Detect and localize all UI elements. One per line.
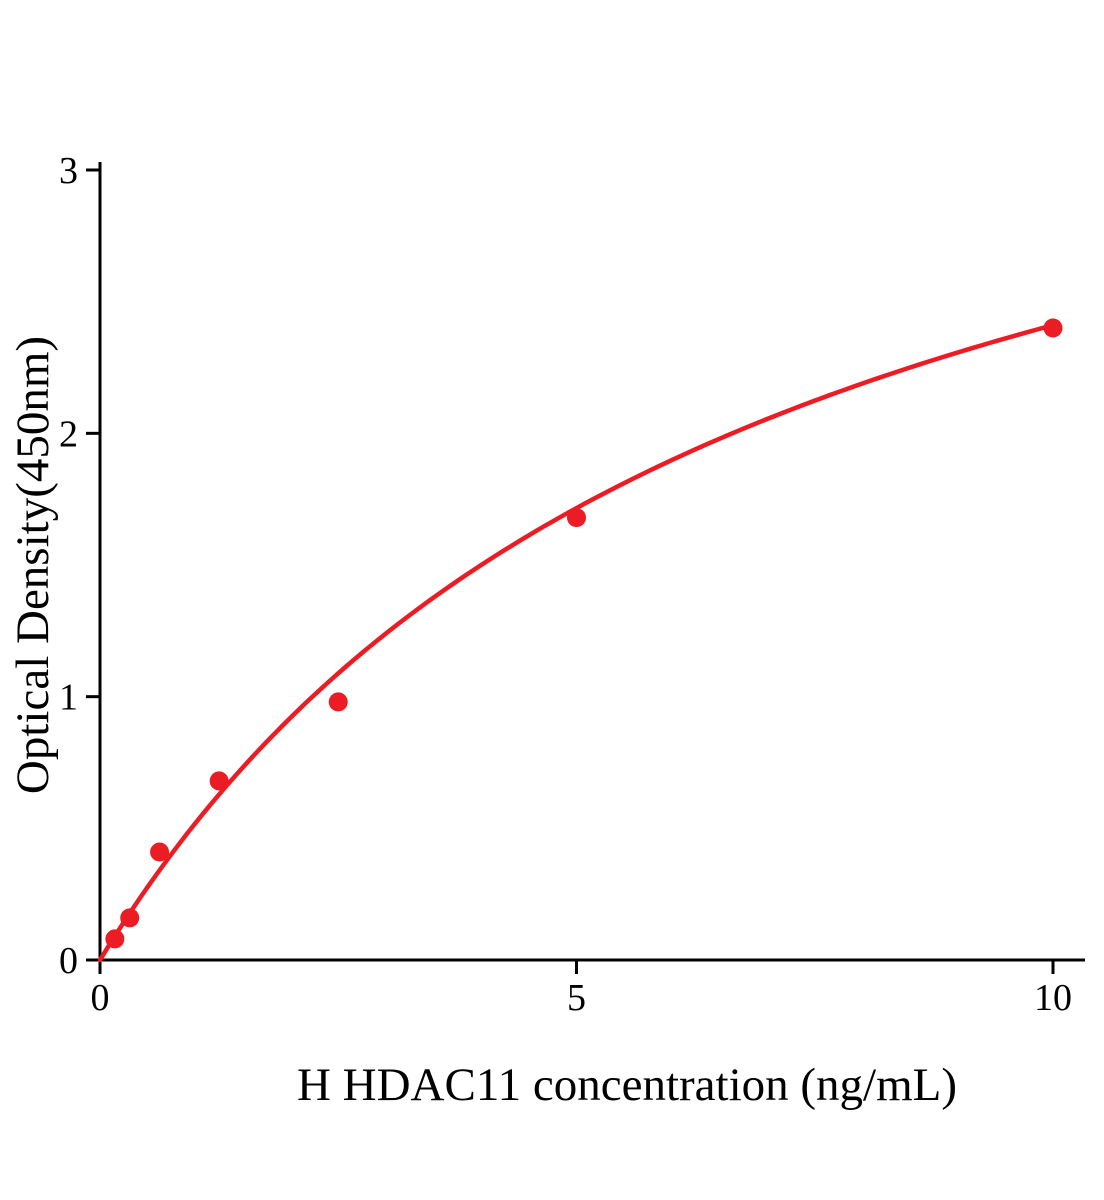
data-point (328, 692, 348, 712)
data-point (150, 842, 170, 862)
data-point (1043, 318, 1063, 338)
data-point (105, 929, 125, 949)
x-axis-title: H HDAC11 concentration (ng/mL) (297, 1059, 957, 1111)
y-tick-label: 1 (59, 677, 78, 719)
y-tick-label: 0 (59, 940, 78, 982)
y-axis-title: Optical Density(450nm) (7, 336, 59, 794)
y-tick-label: 3 (59, 150, 78, 192)
x-tick-label: 0 (91, 977, 110, 1019)
data-point (567, 508, 586, 528)
plot-area: 0 5 10 0 1 2 3 (59, 150, 1085, 1019)
x-tick-label: 5 (567, 977, 586, 1019)
x-tick-label: 10 (1034, 977, 1072, 1019)
fit-curve (97, 322, 1056, 963)
data-point (209, 771, 229, 791)
y-tick-label: 2 (59, 413, 78, 455)
data-point (120, 908, 140, 928)
